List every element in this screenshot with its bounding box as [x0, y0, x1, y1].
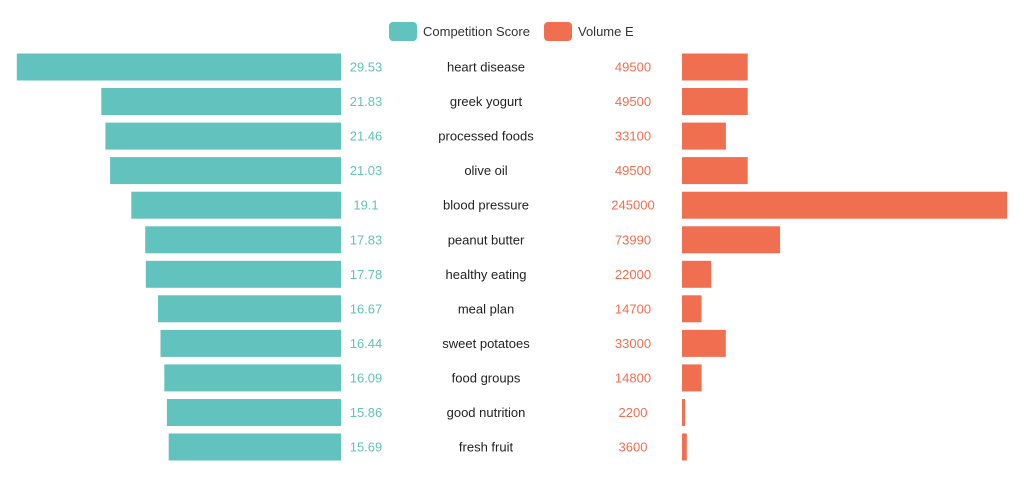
- volume-value-label: 14800: [615, 370, 651, 385]
- volume-value-label: 14700: [615, 301, 651, 316]
- competition-bar-processed-foods[interactable]: [105, 122, 342, 150]
- volume-value-label: 3600: [619, 440, 648, 455]
- category-label-good-nutrition: good nutrition: [447, 405, 526, 420]
- legend-swatch-competition-score: [389, 21, 417, 41]
- volume-bar-processed-foods[interactable]: [682, 122, 726, 150]
- category-label-greek-yogurt: greek yogurt: [450, 94, 523, 109]
- category-label-blood-pressure: blood pressure: [443, 198, 529, 213]
- volume-value-label: 49500: [615, 60, 651, 75]
- legend-swatch-volume: [544, 21, 572, 41]
- legend-label-volume: Volume E: [578, 23, 634, 39]
- competition-value-label: 29.53: [350, 60, 383, 75]
- volume-bars: [682, 53, 1007, 461]
- competition-bar-good-nutrition[interactable]: [166, 399, 341, 426]
- category-labels: heart disease greek yogurt processed foods…: [438, 60, 534, 455]
- competition-value-label: 16.44: [350, 336, 383, 351]
- category-label-olive-oil: olive oil: [464, 163, 507, 178]
- volume-bar-good-nutrition[interactable]: [682, 399, 685, 426]
- volume-bar-blood-pressure[interactable]: [682, 191, 1007, 219]
- category-label-sweet-potatoes: sweet potatoes: [442, 336, 530, 351]
- legend-item-volume[interactable]: Volume E: [544, 19, 634, 43]
- competition-score-bars: [16, 53, 342, 461]
- competition-value-label: 15.86: [350, 405, 383, 420]
- volume-value-label: 73990: [615, 232, 651, 247]
- volume-value-label: 245000: [611, 198, 654, 213]
- competition-bar-meal-plan[interactable]: [158, 295, 341, 323]
- legend: Competition Score Volume E: [0, 19, 1024, 43]
- category-label-food-groups: food groups: [452, 370, 521, 385]
- volume-bar-greek-yogurt[interactable]: [682, 88, 748, 115]
- volume-value-labels: 49500 49500 33100 49500 245000 73990 22000 1470…: [611, 60, 654, 455]
- competition-value-label: 17.83: [350, 232, 383, 247]
- competition-bar-greek-yogurt[interactable]: [101, 88, 341, 115]
- competition-value-label: 16.09: [350, 370, 383, 385]
- competition-bar-sweet-potatoes[interactable]: [160, 329, 342, 357]
- volume-bar-sweet-potatoes[interactable]: [682, 329, 726, 357]
- volume-value-label: 33100: [615, 129, 651, 144]
- competition-value-label: 16.67: [350, 301, 383, 316]
- competition-value-label: 21.03: [350, 163, 383, 178]
- category-label-heart-disease: heart disease: [447, 60, 525, 75]
- competition-bar-peanut-butter[interactable]: [145, 226, 341, 254]
- competition-value-label: 21.83: [350, 94, 383, 109]
- volume-value-label: 22000: [615, 267, 651, 282]
- competition-bar-heart-disease[interactable]: [16, 53, 342, 81]
- competition-bar-fresh-fruit[interactable]: [168, 433, 341, 461]
- category-label-meal-plan: meal plan: [458, 301, 514, 316]
- category-label-peanut-butter: peanut butter: [448, 232, 525, 247]
- volume-bar-meal-plan[interactable]: [682, 295, 702, 323]
- volume-bar-healthy-eating[interactable]: [682, 260, 712, 288]
- competition-value-label: 15.69: [350, 440, 383, 455]
- volume-value-label: 49500: [615, 163, 651, 178]
- legend-label-competition-score: Competition Score: [423, 23, 530, 39]
- competition-bar-blood-pressure[interactable]: [131, 191, 341, 219]
- volume-bar-peanut-butter[interactable]: [682, 226, 781, 254]
- volume-bar-fresh-fruit[interactable]: [682, 433, 687, 461]
- volume-value-label: 2200: [619, 405, 648, 420]
- competition-score-value-labels: 29.53 21.83 21.46 21.03 19.1 17.83 17.78 16.67 1…: [350, 60, 383, 455]
- volume-value-label: 49500: [615, 94, 651, 109]
- category-label-processed-foods: processed foods: [438, 129, 534, 144]
- competition-value-label: 21.46: [350, 129, 383, 144]
- competition-bar-healthy-eating[interactable]: [145, 260, 341, 288]
- competition-value-label: 17.78: [350, 267, 383, 282]
- category-label-fresh-fruit: fresh fruit: [459, 440, 514, 455]
- volume-bar-food-groups[interactable]: [682, 364, 702, 392]
- volume-value-label: 33000: [615, 336, 651, 351]
- volume-bar-heart-disease[interactable]: [682, 53, 748, 81]
- volume-bar-olive-oil[interactable]: [682, 157, 748, 185]
- category-label-healthy-eating: healthy eating: [446, 267, 527, 282]
- competition-value-label: 19.1: [353, 198, 378, 213]
- competition-bar-olive-oil[interactable]: [110, 157, 341, 185]
- competition-bar-food-groups[interactable]: [164, 364, 341, 392]
- legend-item-competition-score[interactable]: Competition Score: [389, 19, 530, 43]
